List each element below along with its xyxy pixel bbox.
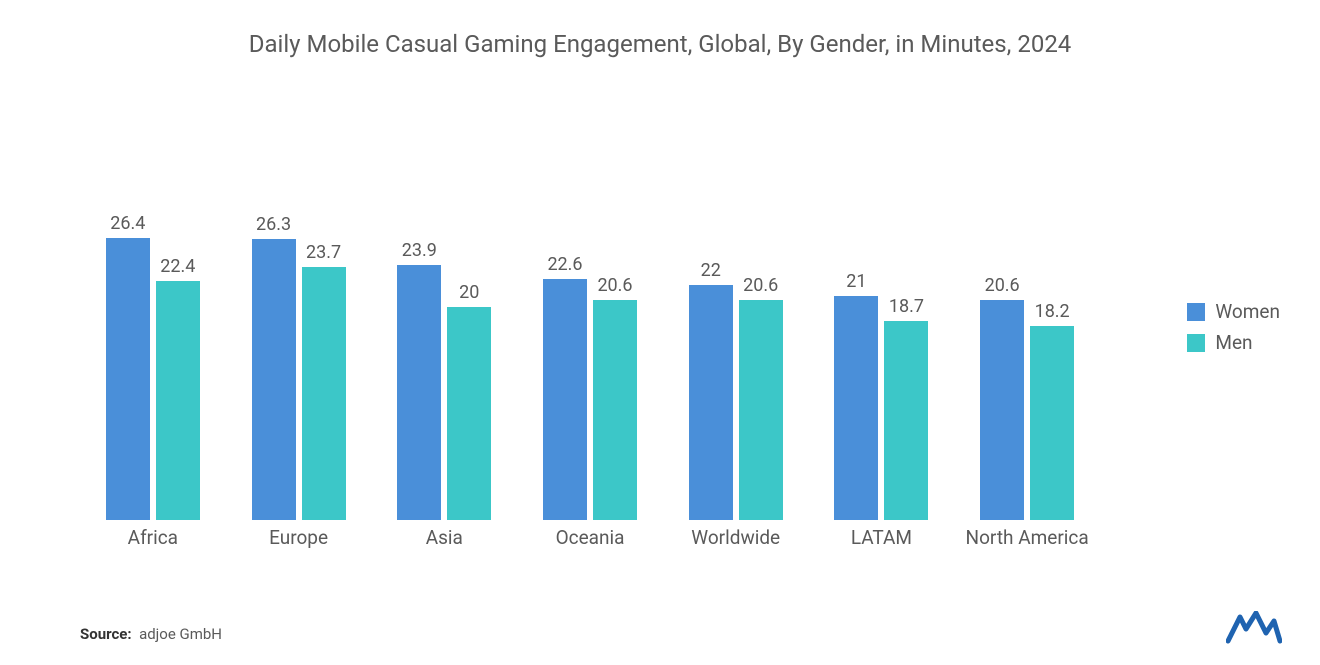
bar-women: [543, 279, 587, 520]
bar-value-label: 26.3: [244, 214, 304, 235]
bar-women: [106, 238, 150, 520]
bar-men: [156, 281, 200, 520]
brand-logo-icon: [1226, 611, 1282, 645]
bar-men: [1030, 326, 1074, 520]
bar-value-label: 22.6: [535, 254, 595, 275]
bar-women: [397, 265, 441, 520]
bar-men: [593, 300, 637, 520]
bar-men: [739, 300, 783, 520]
bar-value-label: 18.2: [1022, 301, 1082, 322]
chart-title: Daily Mobile Casual Gaming Engagement, G…: [0, 0, 1320, 60]
x-axis-label: Worldwide: [666, 526, 806, 550]
bar-value-label: 21: [826, 271, 886, 292]
bar-value-label: 20.6: [972, 275, 1032, 296]
bar-value-label: 23.9: [389, 240, 449, 261]
bar-value-label: 26.4: [98, 213, 158, 234]
bar-women: [689, 285, 733, 520]
source-label: Source:: [80, 625, 132, 643]
x-axis-label: Oceania: [520, 526, 660, 550]
bar-men: [447, 307, 491, 520]
legend-swatch-women: [1187, 303, 1205, 321]
x-axis-label: North America: [957, 526, 1097, 550]
bar-men: [302, 267, 346, 520]
legend-swatch-men: [1187, 334, 1205, 352]
x-axis-label: LATAM: [811, 526, 951, 550]
legend-label-women: Women: [1215, 300, 1280, 323]
bar-women: [834, 296, 878, 520]
bar-value-label: 22.4: [148, 256, 208, 277]
chart-plot-area: 26.422.426.323.723.92022.620.62220.62118…: [80, 200, 1100, 520]
bar-women: [980, 300, 1024, 520]
legend-label-men: Men: [1215, 331, 1252, 354]
bar-value-label: 23.7: [294, 242, 354, 263]
bar-value-label: 20.6: [731, 275, 791, 296]
legend: Women Men: [1187, 300, 1280, 362]
legend-item-men: Men: [1187, 331, 1280, 354]
source-attribution: Source: adjoe GmbH: [80, 625, 222, 643]
source-value: adjoe GmbH: [139, 625, 222, 643]
legend-item-women: Women: [1187, 300, 1280, 323]
x-axis-label: Africa: [83, 526, 223, 550]
x-axis-label: Europe: [229, 526, 369, 550]
bar-men: [884, 321, 928, 520]
bar-value-label: 18.7: [876, 296, 936, 317]
bar-value-label: 20: [439, 282, 499, 303]
bar-women: [252, 239, 296, 520]
x-axis-label: Asia: [374, 526, 514, 550]
bar-value-label: 20.6: [585, 275, 645, 296]
